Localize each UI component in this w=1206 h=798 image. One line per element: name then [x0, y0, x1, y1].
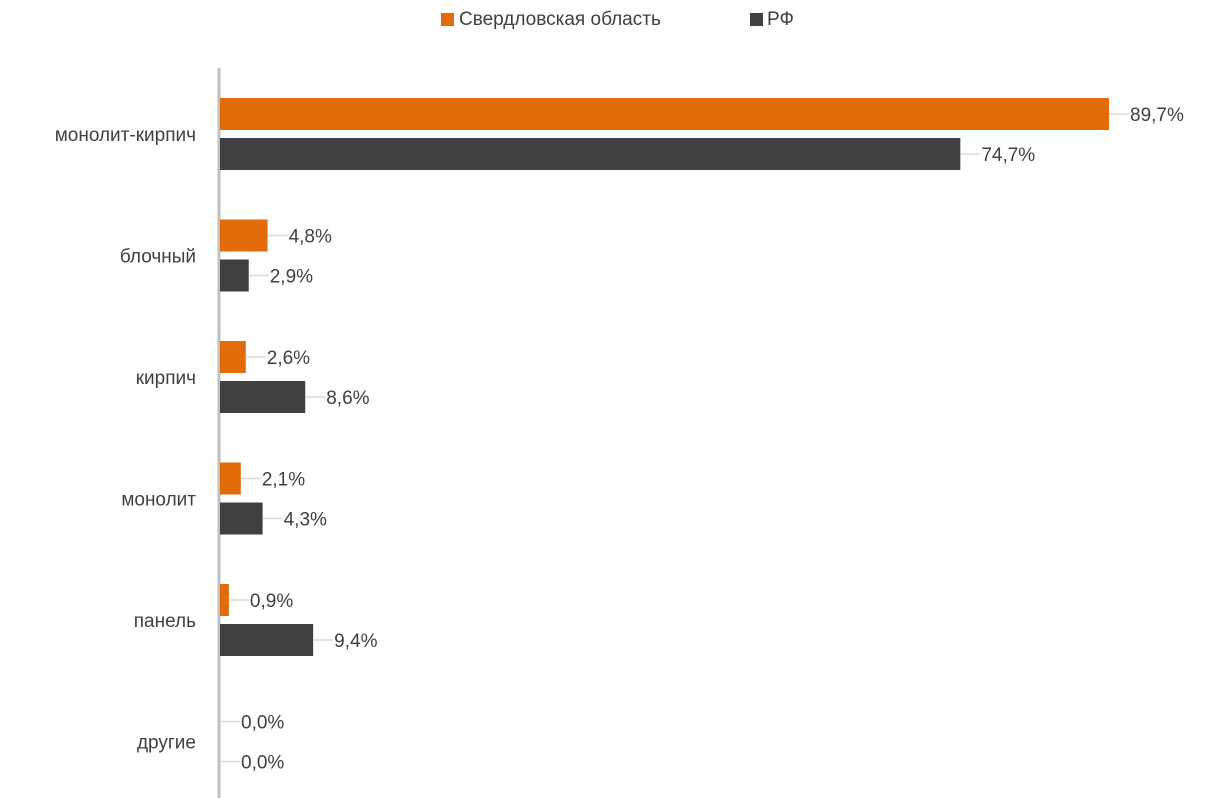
category-label: кирпич: [136, 368, 196, 389]
data-label: 2,9%: [270, 267, 313, 288]
category-label: монолит-кирпич: [55, 125, 196, 146]
data-label: 4,3%: [284, 510, 327, 531]
data-label: 9,4%: [334, 631, 377, 652]
bar: [220, 502, 263, 535]
bars: [220, 98, 1109, 656]
bar: [220, 98, 1109, 130]
data-label: 74,7%: [981, 145, 1035, 166]
data-label: 0,9%: [250, 591, 293, 612]
category-label: другие: [137, 733, 196, 754]
bar: [220, 381, 306, 413]
legend-swatch-0: [441, 13, 454, 26]
bar: [220, 341, 246, 373]
data-label: 89,7%: [1130, 105, 1184, 126]
bar: [220, 624, 314, 656]
legend-swatch-1: [750, 13, 763, 26]
category-label: монолит: [121, 490, 196, 511]
data-label: 4,8%: [289, 227, 332, 248]
bar: [220, 462, 241, 495]
bar: [220, 138, 961, 170]
bar: [220, 259, 249, 292]
data-label: 2,6%: [267, 348, 310, 369]
legend-label-1: РФ: [767, 9, 794, 30]
data-label: 0,0%: [241, 753, 284, 774]
category-label: панель: [134, 611, 196, 632]
data-labels: 89,7% 4,8% 2,6% 2,1% 0,9% 0,0% 74,7% 2,9% 8,6% 4,…: [220, 105, 1184, 774]
bar: [220, 584, 229, 616]
legend: Свердловская область РФ: [441, 9, 794, 30]
legend-label-0: Свердловская область: [459, 9, 661, 30]
data-label: 2,1%: [262, 470, 305, 491]
data-label: 8,6%: [326, 388, 369, 409]
category-axis: монолит-кирпич блочный кирпич монолит панель…: [55, 68, 221, 798]
category-label: блочный: [120, 247, 196, 268]
bar: [220, 219, 268, 252]
data-label: 0,0%: [241, 713, 284, 734]
